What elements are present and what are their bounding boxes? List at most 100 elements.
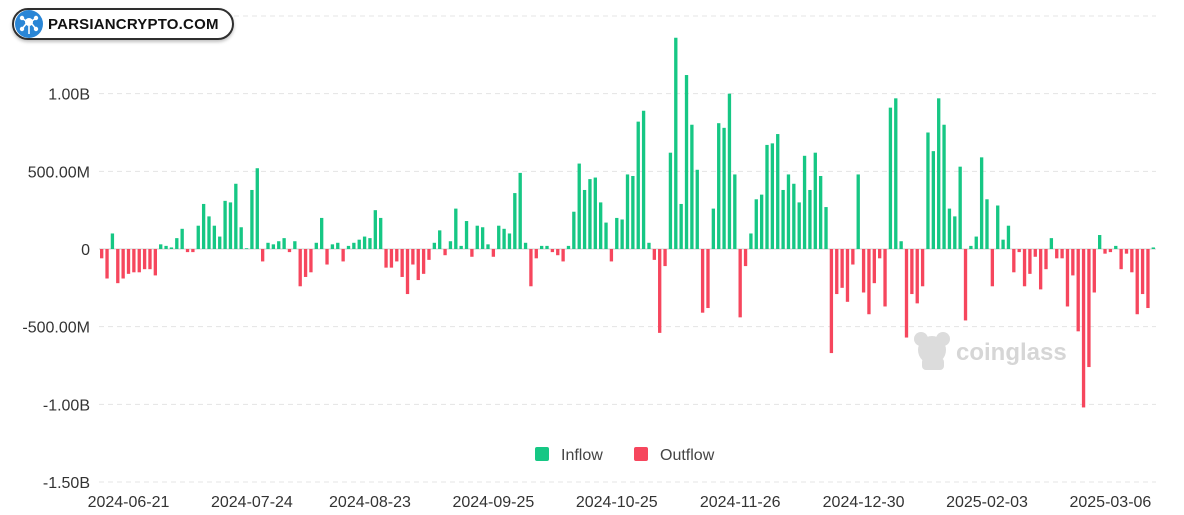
bar-outflow[interactable]	[1130, 249, 1134, 273]
bar-outflow[interactable]	[427, 249, 431, 260]
bar-outflow[interactable]	[341, 249, 345, 262]
bar-outflow[interactable]	[126, 249, 131, 274]
bar-inflow[interactable]	[824, 207, 828, 249]
parsiancrypto-badge[interactable]: PARSIANCRYPTO.COM	[12, 8, 234, 40]
bar-inflow[interactable]	[368, 238, 372, 249]
bar-outflow[interactable]	[1103, 249, 1107, 254]
bar-inflow[interactable]	[320, 217, 324, 249]
bar-outflow[interactable]	[137, 249, 141, 273]
bar-inflow[interactable]	[438, 230, 442, 249]
bar-outflow[interactable]	[550, 249, 555, 253]
bar-outflow[interactable]	[829, 249, 834, 354]
bar-inflow[interactable]	[502, 228, 506, 249]
bar-outflow[interactable]	[405, 249, 410, 295]
bar-inflow[interactable]	[625, 174, 630, 249]
bar-outflow[interactable]	[1119, 249, 1123, 270]
bar-outflow[interactable]	[609, 249, 614, 262]
bar-inflow[interactable]	[480, 227, 485, 249]
bar-outflow[interactable]	[861, 249, 866, 293]
bar-inflow[interactable]	[566, 245, 571, 249]
bar-outflow[interactable]	[878, 249, 882, 259]
bar-inflow[interactable]	[781, 189, 785, 249]
bar-inflow[interactable]	[545, 245, 549, 249]
bar-outflow[interactable]	[1038, 249, 1043, 290]
bar-outflow[interactable]	[142, 249, 147, 270]
bar-outflow[interactable]	[920, 249, 925, 287]
bar-inflow[interactable]	[486, 244, 490, 249]
bar-inflow[interactable]	[899, 241, 903, 249]
bar-inflow[interactable]	[631, 175, 635, 249]
bar-outflow[interactable]	[835, 249, 839, 295]
bar-inflow[interactable]	[357, 239, 361, 249]
bar-inflow[interactable]	[234, 183, 238, 249]
bar-inflow[interactable]	[1114, 245, 1118, 249]
bar-inflow[interactable]	[599, 202, 603, 249]
bar-outflow[interactable]	[883, 249, 887, 307]
bar-inflow[interactable]	[497, 225, 501, 249]
bar-inflow[interactable]	[244, 248, 249, 250]
bar-inflow[interactable]	[926, 132, 930, 250]
bar-inflow[interactable]	[250, 189, 254, 249]
bar-inflow[interactable]	[931, 151, 935, 249]
bar-outflow[interactable]	[1140, 249, 1145, 295]
bar-outflow[interactable]	[743, 249, 748, 267]
bar-inflow[interactable]	[776, 134, 780, 249]
bar-outflow[interactable]	[185, 249, 190, 253]
bar-inflow[interactable]	[641, 110, 646, 249]
bar-inflow[interactable]	[717, 123, 721, 249]
bar-inflow[interactable]	[223, 200, 227, 249]
bar-outflow[interactable]	[872, 249, 876, 284]
bar-inflow[interactable]	[271, 244, 276, 249]
bar-inflow[interactable]	[674, 37, 678, 249]
bar-inflow[interactable]	[802, 155, 807, 249]
bar-outflow[interactable]	[652, 249, 656, 260]
bar-inflow[interactable]	[432, 242, 437, 249]
bar-inflow[interactable]	[577, 163, 581, 249]
bar-outflow[interactable]	[325, 249, 329, 265]
bar-outflow[interactable]	[470, 249, 474, 257]
bar-inflow[interactable]	[759, 194, 764, 249]
bar-outflow[interactable]	[411, 249, 415, 265]
bar-outflow[interactable]	[287, 249, 292, 253]
bar-outflow[interactable]	[1017, 249, 1021, 253]
bar-inflow[interactable]	[352, 242, 356, 249]
bar-inflow[interactable]	[636, 121, 640, 249]
bar-inflow[interactable]	[159, 244, 163, 249]
bar-outflow[interactable]	[148, 249, 152, 270]
bar-inflow[interactable]	[175, 238, 179, 249]
bar-inflow[interactable]	[169, 247, 174, 249]
bar-inflow[interactable]	[196, 225, 200, 249]
bar-outflow[interactable]	[1124, 249, 1129, 254]
bar-inflow[interactable]	[813, 152, 817, 249]
bar-inflow[interactable]	[282, 238, 286, 249]
bar-outflow[interactable]	[529, 249, 533, 287]
bar-outflow[interactable]	[1108, 249, 1113, 253]
bar-outflow[interactable]	[1033, 249, 1037, 257]
bar-inflow[interactable]	[475, 225, 479, 249]
bar-inflow[interactable]	[808, 189, 812, 249]
bar-outflow[interactable]	[990, 249, 995, 287]
bar-outflow[interactable]	[1092, 249, 1096, 293]
bar-inflow[interactable]	[979, 157, 984, 249]
bar-outflow[interactable]	[421, 249, 426, 274]
bar-inflow[interactable]	[266, 242, 270, 249]
bar-outflow[interactable]	[153, 249, 157, 276]
bar-outflow[interactable]	[303, 249, 308, 277]
bar-outflow[interactable]	[309, 249, 313, 273]
bar-inflow[interactable]	[513, 193, 517, 249]
bar-outflow[interactable]	[556, 249, 560, 256]
bar-inflow[interactable]	[727, 93, 732, 249]
bar-outflow[interactable]	[1044, 249, 1048, 270]
bar-inflow[interactable]	[749, 233, 753, 249]
bar-inflow[interactable]	[953, 216, 957, 249]
bar-outflow[interactable]	[1071, 249, 1075, 276]
bar-outflow[interactable]	[260, 249, 265, 262]
bar-inflow[interactable]	[212, 225, 217, 249]
bar-inflow[interactable]	[1151, 247, 1155, 249]
bar-outflow[interactable]	[1081, 249, 1086, 408]
bar-inflow[interactable]	[684, 75, 689, 249]
bar-inflow[interactable]	[695, 169, 699, 249]
bar-inflow[interactable]	[996, 205, 1000, 249]
bar-outflow[interactable]	[1028, 249, 1032, 274]
bar-inflow[interactable]	[582, 189, 587, 249]
